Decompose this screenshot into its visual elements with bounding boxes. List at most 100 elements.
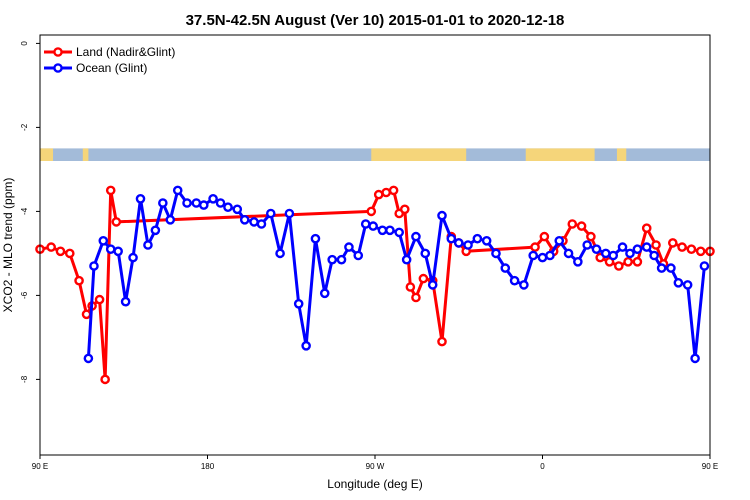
legend-marker	[53, 47, 63, 57]
data-point	[366, 206, 377, 217]
data-point	[530, 242, 540, 252]
data-point	[113, 246, 123, 257]
data-point	[182, 198, 192, 208]
data-point	[81, 309, 92, 320]
legend: Land (Nadir&Glint) Ocean (Glint)	[44, 45, 175, 75]
y-axis-label: XCO2 - MLO trend (ppm)	[1, 178, 15, 313]
data-point	[135, 193, 146, 204]
data-point	[223, 202, 233, 212]
x-tick-label: 0	[540, 462, 545, 471]
data-point	[623, 256, 633, 267]
data-point	[586, 231, 596, 242]
data-point	[453, 238, 464, 248]
series-line	[39, 188, 710, 381]
data-point	[420, 248, 431, 259]
plot-frame	[39, 34, 711, 456]
data-point	[411, 231, 421, 242]
data-point	[446, 233, 457, 244]
data-point	[284, 208, 295, 219]
data-point	[519, 280, 529, 290]
axes: 90 E 180 90 W 0 90 E 0 -2 -4 -6 -8	[20, 41, 718, 471]
data-point	[632, 256, 643, 267]
y-tick-label: -4	[20, 207, 29, 215]
data-point	[632, 244, 643, 254]
data-point	[249, 217, 259, 227]
data-point	[64, 248, 75, 259]
data-point	[699, 261, 710, 271]
data-point	[55, 246, 66, 257]
data-point	[319, 288, 330, 299]
data-point	[472, 233, 483, 244]
data-point	[89, 261, 99, 271]
chart-title: 37.5N-42.5N August (Ver 10) 2015-01-01 t…	[186, 12, 565, 29]
data-point	[481, 235, 492, 246]
data-point	[301, 340, 311, 351]
x-tick-label: 90 E	[32, 462, 48, 471]
data-point	[500, 263, 511, 273]
data-point	[695, 246, 706, 257]
data-point	[74, 275, 84, 286]
series-ocean	[83, 185, 710, 364]
legend-marker	[53, 63, 63, 73]
y-tick-label: -8	[20, 375, 29, 383]
data-point	[336, 254, 347, 265]
y-tick-label: -2	[20, 123, 29, 131]
data-point	[641, 242, 652, 252]
data-point	[120, 296, 131, 307]
data-point	[158, 198, 168, 208]
data-point	[405, 282, 416, 292]
data-point	[373, 189, 384, 200]
data-point	[591, 244, 602, 254]
data-point	[275, 248, 285, 259]
data-point	[576, 221, 587, 231]
data-point	[344, 242, 354, 252]
x-tick-label: 90 W	[366, 462, 385, 471]
data-point	[545, 250, 555, 261]
data-point	[368, 221, 378, 231]
data-point	[554, 235, 565, 246]
data-point	[83, 353, 94, 364]
data-point	[673, 277, 684, 288]
data-point	[690, 353, 700, 364]
data-point	[677, 242, 687, 252]
data-point	[256, 219, 267, 229]
data-point	[491, 248, 501, 259]
data-point	[537, 252, 548, 263]
data-point	[191, 198, 202, 208]
data-point	[614, 261, 624, 271]
data-point	[310, 233, 321, 244]
data-point	[215, 198, 226, 208]
legend-label: Land (Nadir&Glint)	[76, 45, 175, 59]
data-point	[582, 240, 592, 250]
data-point	[567, 219, 578, 229]
data-point	[608, 250, 619, 261]
data-point	[239, 214, 250, 225]
x-tick-label: 90 E	[702, 462, 718, 471]
data-point	[666, 263, 676, 273]
data-point	[463, 240, 473, 250]
data-point	[327, 254, 337, 265]
data-point	[667, 238, 678, 248]
legend-label: Ocean (Glint)	[76, 61, 147, 75]
data-point	[399, 204, 410, 215]
data-point	[98, 235, 109, 246]
data-point	[686, 244, 697, 254]
land-strip-segment	[616, 148, 627, 161]
data-point	[617, 242, 628, 252]
data-point	[388, 185, 399, 196]
data-point	[143, 240, 153, 250]
land-ocean-strip	[40, 148, 710, 161]
land-strip-segment	[82, 148, 89, 161]
data-point	[600, 248, 611, 259]
data-point	[401, 254, 412, 265]
data-point	[265, 208, 276, 219]
data-point	[150, 225, 161, 236]
data-point	[172, 185, 183, 196]
data-point	[111, 217, 122, 227]
data-point	[105, 244, 116, 254]
data-point	[293, 298, 304, 309]
data-point	[437, 210, 447, 221]
data-point	[208, 193, 218, 204]
data-point	[232, 204, 243, 215]
